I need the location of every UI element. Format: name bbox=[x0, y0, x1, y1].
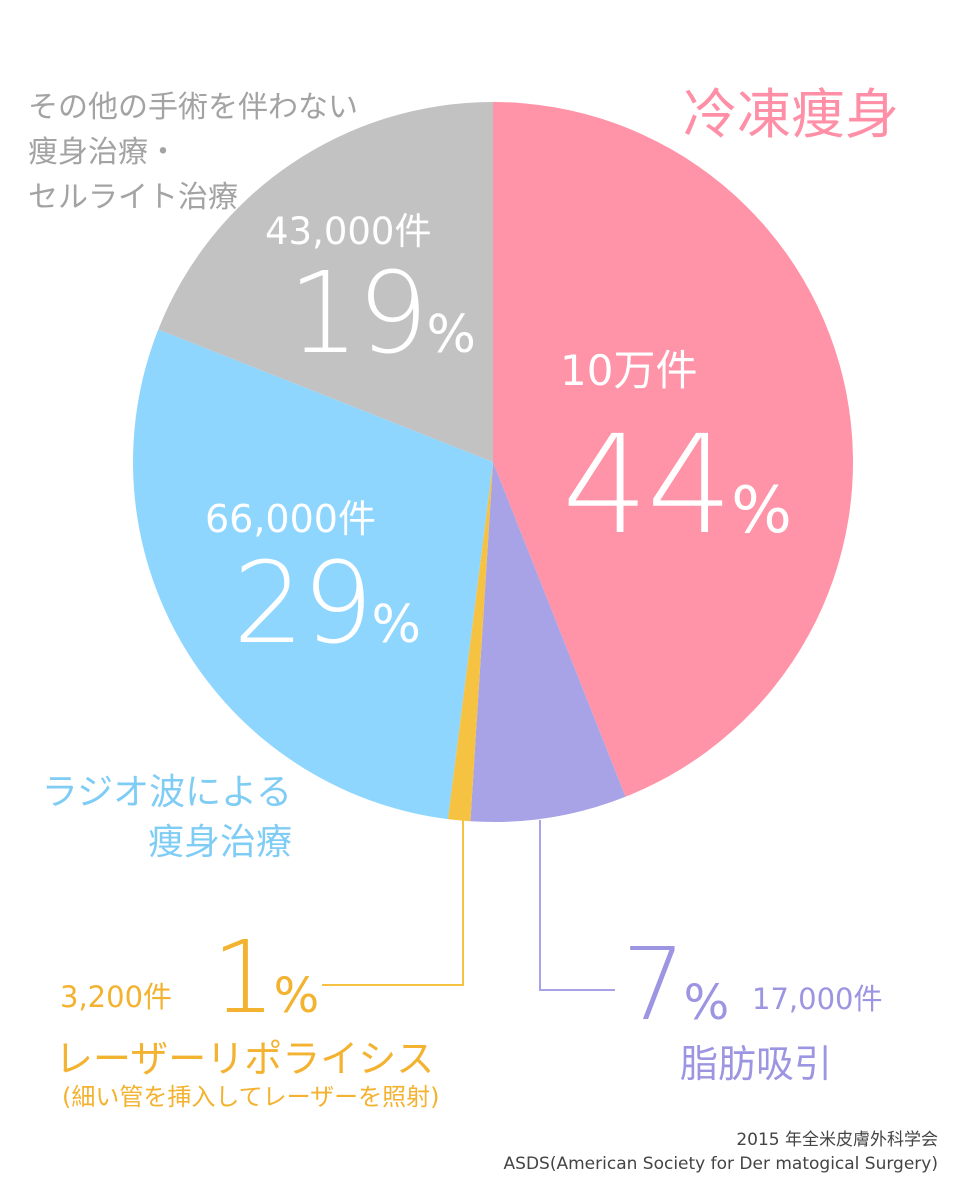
slice-count-laser: 3,200件 bbox=[60, 980, 173, 1014]
slice-label-laser: レーザーリポライシス bbox=[55, 1037, 435, 1081]
slice-percent-liposuction: 7% bbox=[622, 935, 729, 1035]
percent-sign: % bbox=[683, 975, 730, 1031]
pie-slice-radiofrequency bbox=[132, 329, 493, 820]
pie-slice-other bbox=[158, 101, 494, 462]
slice-percent-laser: 1% bbox=[212, 928, 319, 1028]
slice-count-cryolipolysis: 10万件 bbox=[560, 346, 698, 395]
source-line-1: 2015 年全米皮膚外科学会 bbox=[736, 1130, 938, 1150]
percent-value: 1 bbox=[212, 919, 276, 1036]
slice-count-other: 43,000件 bbox=[265, 210, 432, 253]
chart-title: 冷凍痩身 bbox=[683, 83, 899, 146]
slice-count-liposuction: 17,000件 bbox=[752, 982, 883, 1016]
slice-sublabel-laser: (細い管を挿入してレーザーを照射) bbox=[62, 1083, 440, 1111]
slice-label-radiofrequency: ラジオ波による 痩身治療 bbox=[41, 772, 292, 863]
percent-sign: % bbox=[273, 968, 320, 1024]
slice-percent-cryolipolysis: 44% bbox=[562, 418, 792, 554]
slice-count-radiofrequency: 66,000件 bbox=[205, 497, 376, 541]
pie-slice-liposuction bbox=[470, 462, 626, 823]
slice-label-liposuction: 脂肪吸引 bbox=[680, 1042, 833, 1086]
percent-value: 19 bbox=[288, 249, 429, 379]
percent-value: 44 bbox=[562, 407, 733, 565]
percent-value: 29 bbox=[233, 539, 374, 669]
pie-slice-cryolipolysis bbox=[493, 102, 854, 797]
percent-sign: % bbox=[731, 474, 792, 548]
slice-percent-other: 19% bbox=[288, 258, 476, 370]
percent-value: 7 bbox=[622, 926, 686, 1043]
leader-line-laser bbox=[322, 820, 464, 986]
source-line-2: ASDS(American Society for Der matogical … bbox=[503, 1154, 938, 1174]
pie-slice-laser bbox=[447, 462, 493, 822]
leader-line-liposuction bbox=[539, 820, 615, 991]
slice-percent-radiofrequency: 29% bbox=[233, 548, 421, 660]
percent-sign: % bbox=[426, 305, 476, 365]
percent-sign: % bbox=[371, 595, 421, 655]
slice-label-other: その他の手術を伴わない 痩身治療・ セルライト治療 bbox=[28, 90, 358, 215]
